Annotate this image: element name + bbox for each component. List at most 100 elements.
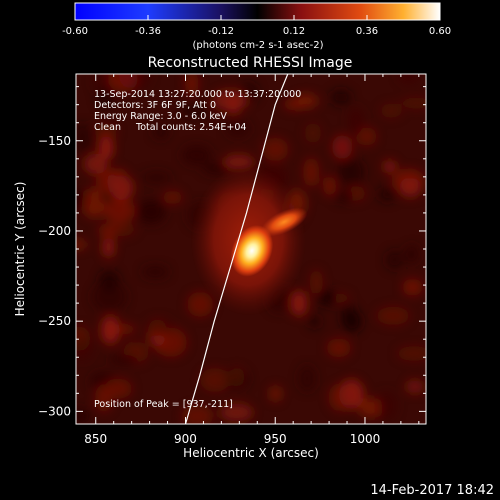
annotation-energy-range: Energy Range: 3.0 - 6.0 keV [94,111,227,122]
texture-blob [91,282,128,312]
colorbar-gradient [74,2,441,21]
texture-blob [103,198,136,224]
y-axis-ticks: −150 −200 −250 −300 [38,86,426,418]
texture-blob [187,291,214,317]
colorbar-ticks [74,15,441,20]
annotation-block: 13-Sep-2014 13:27:20.000 to 13:37:20.000… [94,89,301,133]
colorbar-tick-label: -0.36 [135,26,161,37]
texture-blob [303,157,320,188]
texture-blob [97,224,119,237]
texture-blob [340,304,358,329]
colorbar-tick-label: 0.36 [356,26,378,37]
annotation-method-counts: Clean Total counts: 2.54E+04 [94,122,246,133]
texture-blob [348,107,364,135]
texture-blob [326,338,351,358]
texture-blob [405,245,419,263]
texture-blob [76,239,88,250]
texture-blob [107,74,138,93]
texture-blob [226,120,250,137]
texture-blob [76,337,93,362]
texture-blob [146,317,174,336]
texture-blob [137,199,166,225]
colorbar-units-label: (photons cm-2 s-1 asec-2) [192,40,323,51]
colorbar-tick-label: 0.12 [283,26,305,37]
texture-blob [298,365,316,392]
texture-blob [380,103,402,118]
texture-blob [93,123,118,139]
annotation-time-range: 13-Sep-2014 13:27:20.000 to 13:37:20.000 [94,89,301,100]
texture-blob [83,153,108,175]
x-tick-label: 1000 [350,432,381,446]
secondary-source [260,207,308,237]
colorbar-tick-label: 0.60 [429,26,451,37]
texture-blob [328,383,352,412]
texture-blob [219,403,254,422]
texture-blob [385,250,404,270]
texture-blob [391,168,425,192]
texture-blob [76,122,92,153]
texture-blob [331,135,353,160]
texture-blob [102,236,115,258]
texture-blob [375,391,397,421]
texture-blob [96,89,114,106]
texture-blob [200,367,230,393]
colorbar-tick-label: -0.60 [62,26,88,37]
texture-blob [290,290,308,317]
texture-blob [376,306,410,325]
texture-blob [283,98,306,111]
texture-blob [402,278,423,296]
y-tick-label: −150 [38,134,71,148]
texture-blob [212,89,248,111]
peak-source [230,225,274,277]
texture-blob [356,127,377,146]
texture-blob [106,168,130,197]
texture-blob [359,397,381,418]
texture-blob [142,265,169,279]
texture-blob [333,190,353,204]
texture-blob [82,188,106,219]
texture-blob [330,89,352,106]
texture-blob [98,135,114,160]
chart-title: Reconstructed RHESSI Image [148,55,353,71]
texture-blob [184,74,199,97]
texture-blob [377,187,396,203]
y-tick-label: −200 [38,224,71,238]
y-tick-label: −250 [38,314,71,328]
texture-blob [269,385,282,402]
texture-blob [229,367,245,387]
texture-blob [108,354,137,365]
texture-blob [76,408,91,424]
y-axis-label: Heliocentric Y (arcsec) [13,182,27,317]
texture-blob [262,137,289,161]
texture-blob [317,289,337,307]
plot-area [76,74,426,424]
texture-blob [153,125,169,139]
texture-blob [400,97,426,109]
x-axis-ticks: 850 900 950 1000 [84,74,420,446]
texture-blob [396,346,426,361]
texture-blob [309,269,323,296]
y-tick-label: −300 [38,404,71,418]
texture-blob [337,157,366,186]
texture-blob [304,122,322,144]
annotation-detectors: Detectors: 3F 6F 9F, Att 0 [94,100,216,111]
solar-limb-curve [184,74,289,424]
colorbar-tick-labels: -0.60 -0.36 -0.12 0.12 0.36 0.60 [62,26,451,37]
x-axis-label: Heliocentric X (arcsec) [183,446,319,460]
texture-blob [202,163,229,174]
x-tick-label: 950 [264,432,287,446]
x-tick-label: 900 [174,432,197,446]
texture-blob [100,315,120,345]
texture-blob [383,160,396,174]
texture-blob [181,145,212,166]
texture-blob [406,379,424,394]
texture-blob [398,74,419,83]
texture-blob [141,171,173,184]
texture-blob [308,314,321,329]
colorbar-tick-label: -0.12 [208,26,234,37]
texture-blob [323,176,337,196]
colorbar: -0.60 -0.36 -0.12 0.12 0.36 0.60 (photons cm-… [62,2,451,51]
peak-position-label: Position of Peak = [937,-211] [94,399,233,410]
texture-blob [180,103,210,118]
